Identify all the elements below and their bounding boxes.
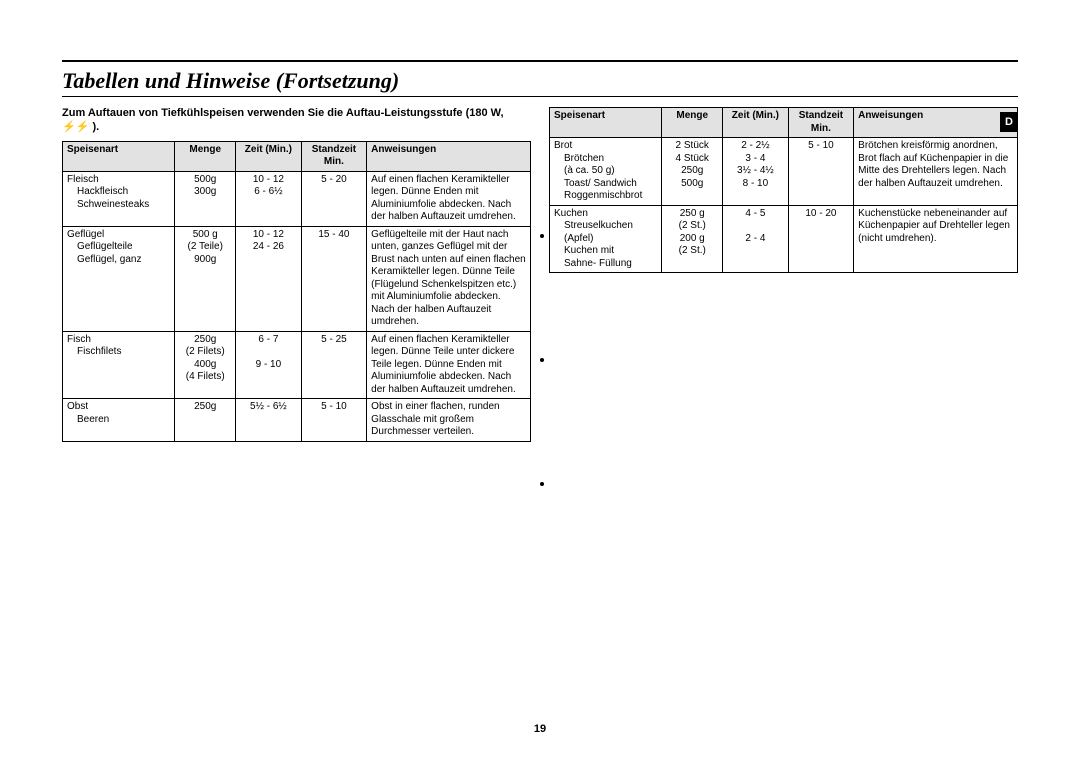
cell-anweisungen: Auf einen flachen Keramikteller legen. D… [367,331,531,399]
table-row: FleischHackfleischSchweinesteaks500g300g… [63,171,531,226]
cell-standzeit: 10 - 20 [788,205,854,273]
cell-speisenart: ObstBeeren [63,399,175,442]
cell-zeit: 10 - 1224 - 26 [236,226,302,331]
cell-anweisungen: Auf einen flachen Keramikteller legen. D… [367,171,531,226]
table-row: BrotBrötchen(à ca. 50 g)Toast/ SandwichR… [550,138,1018,206]
dot [540,234,544,238]
cell-menge: 500g300g [175,171,236,226]
cell-zeit: 4 - 52 - 4 [723,205,789,273]
cell-zeit: 5½ - 6½ [236,399,302,442]
rule-under-title [62,96,1018,97]
cell-speisenart: FischFischfilets [63,331,175,399]
cell-anweisungen: Kuchenstücke nebeneinander auf Küchenpap… [854,205,1018,273]
table-row: FischFischfilets250g(2 Filets)400g(4 Fil… [63,331,531,399]
th-speisenart: Speisenart [550,108,662,138]
cell-menge: 250g [175,399,236,442]
cell-standzeit: 5 - 10 [788,138,854,206]
rule-top [62,60,1018,62]
table-header-row: Speisenart Menge Zeit (Min.) Standzeit M… [550,108,1018,138]
th-zeit: Zeit (Min.) [236,141,302,171]
cell-zeit: 10 - 126 - 6½ [236,171,302,226]
th-standzeit: Standzeit Min. [788,108,854,138]
th-zeit: Zeit (Min.) [723,108,789,138]
cell-standzeit: 5 - 20 [301,171,367,226]
dot [540,358,544,362]
page-title: Tabellen und Hinweise (Fortsetzung) [62,68,1018,94]
center-dots [540,234,544,486]
cell-zeit: 6 - 79 - 10 [236,331,302,399]
th-anweisungen: Anweisungen [854,108,1018,138]
cell-zeit: 2 - 2½3 - 43½ - 4½8 - 10 [723,138,789,206]
intro-text: Zum Auftauen von Tiefkühlspeisen verwend… [62,107,531,135]
table-header-row: Speisenart Menge Zeit (Min.) Standzeit M… [63,141,531,171]
defrost-table-left: Speisenart Menge Zeit (Min.) Standzeit M… [62,141,531,442]
cell-anweisungen: Obst in einer flachen, runden Glasschale… [367,399,531,442]
th-standzeit: Standzeit Min. [301,141,367,171]
cell-menge: 250g(2 Filets)400g(4 Filets) [175,331,236,399]
cell-standzeit: 5 - 10 [301,399,367,442]
cell-speisenart: FleischHackfleischSchweinesteaks [63,171,175,226]
cell-speisenart: BrotBrötchen(à ca. 50 g)Toast/ SandwichR… [550,138,662,206]
cell-menge: 2 Stück4 Stück250g500g [662,138,723,206]
cell-menge: 250 g(2 St.)200 g(2 St.) [662,205,723,273]
table-row: ObstBeeren250g5½ - 6½5 - 10Obst in einer… [63,399,531,442]
cell-standzeit: 15 - 40 [301,226,367,331]
page-number: 19 [0,723,1080,735]
side-tab-d: D [1000,112,1018,132]
cell-speisenart: GeflügelGeflügelteileGeflügel, ganz [63,226,175,331]
cell-anweisungen: Geflügelteile mit der Haut nach unten, g… [367,226,531,331]
cell-menge: 500 g(2 Teile)900g [175,226,236,331]
table-row: GeflügelGeflügelteileGeflügel, ganz500 g… [63,226,531,331]
defrost-table-right: Speisenart Menge Zeit (Min.) Standzeit M… [549,107,1018,273]
cell-standzeit: 5 - 25 [301,331,367,399]
cell-anweisungen: Brötchen kreisförmig anordnen, Brot flac… [854,138,1018,206]
th-menge: Menge [662,108,723,138]
left-column: Zum Auftauen von Tiefkühlspeisen verwend… [62,107,531,442]
th-menge: Menge [175,141,236,171]
cell-speisenart: KuchenStreuselkuchen(Apfel)Kuchen mitSah… [550,205,662,273]
table-row: KuchenStreuselkuchen(Apfel)Kuchen mitSah… [550,205,1018,273]
dot [540,482,544,486]
th-speisenart: Speisenart [63,141,175,171]
right-column: Speisenart Menge Zeit (Min.) Standzeit M… [549,107,1018,442]
th-anweisungen: Anweisungen [367,141,531,171]
